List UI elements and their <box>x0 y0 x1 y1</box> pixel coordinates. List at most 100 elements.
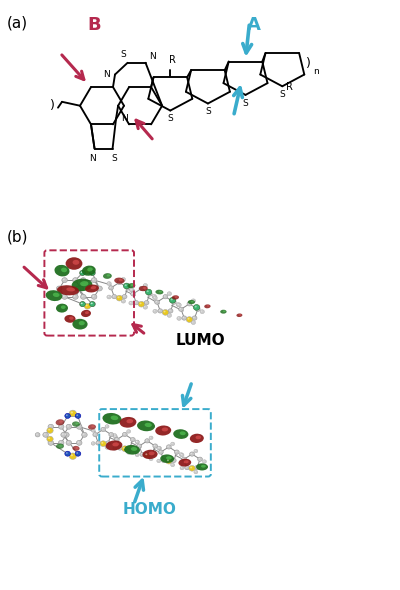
Circle shape <box>118 281 120 283</box>
Circle shape <box>125 284 127 286</box>
Circle shape <box>90 303 92 304</box>
Ellipse shape <box>156 290 164 294</box>
Circle shape <box>146 440 147 441</box>
Circle shape <box>76 287 78 289</box>
Circle shape <box>191 320 196 324</box>
Circle shape <box>106 441 110 445</box>
Circle shape <box>91 429 95 432</box>
Circle shape <box>154 445 155 446</box>
Circle shape <box>108 283 109 284</box>
Ellipse shape <box>239 314 241 316</box>
Circle shape <box>116 295 123 301</box>
Circle shape <box>114 447 115 448</box>
Circle shape <box>195 450 196 451</box>
Circle shape <box>69 410 76 417</box>
Ellipse shape <box>64 315 76 323</box>
Circle shape <box>202 460 206 463</box>
Circle shape <box>75 451 81 456</box>
Circle shape <box>144 300 149 305</box>
Circle shape <box>135 453 139 457</box>
Circle shape <box>122 278 124 280</box>
Circle shape <box>44 433 46 435</box>
Circle shape <box>162 458 166 463</box>
Circle shape <box>168 314 170 316</box>
Ellipse shape <box>57 285 79 296</box>
Circle shape <box>144 306 146 307</box>
Circle shape <box>177 303 181 307</box>
Circle shape <box>56 286 62 291</box>
Text: R: R <box>169 55 176 65</box>
Ellipse shape <box>120 417 136 428</box>
Ellipse shape <box>196 463 208 470</box>
Ellipse shape <box>72 260 79 265</box>
Circle shape <box>100 441 106 447</box>
Circle shape <box>149 457 153 461</box>
Circle shape <box>92 296 94 297</box>
Circle shape <box>181 454 182 455</box>
Circle shape <box>78 286 84 291</box>
Circle shape <box>114 437 119 442</box>
Circle shape <box>127 430 131 433</box>
Circle shape <box>128 430 129 431</box>
Circle shape <box>124 283 130 289</box>
Circle shape <box>172 443 173 444</box>
Circle shape <box>86 269 88 271</box>
Ellipse shape <box>72 319 88 330</box>
Circle shape <box>190 452 194 456</box>
Circle shape <box>170 297 176 303</box>
Circle shape <box>162 310 169 315</box>
Ellipse shape <box>82 266 96 276</box>
Circle shape <box>186 317 193 322</box>
Circle shape <box>188 303 190 304</box>
Circle shape <box>80 270 86 276</box>
Circle shape <box>188 318 190 320</box>
Circle shape <box>131 438 133 440</box>
Ellipse shape <box>91 286 96 289</box>
Circle shape <box>129 288 133 291</box>
Ellipse shape <box>69 317 74 320</box>
Circle shape <box>171 458 176 463</box>
Circle shape <box>183 317 184 318</box>
Circle shape <box>113 296 114 297</box>
Ellipse shape <box>79 321 85 325</box>
Text: R: R <box>286 83 293 93</box>
Circle shape <box>91 303 93 304</box>
Text: N: N <box>121 114 128 123</box>
Ellipse shape <box>128 283 135 288</box>
Circle shape <box>66 452 68 454</box>
Text: LUMO: LUMO <box>175 333 225 348</box>
Circle shape <box>65 414 70 418</box>
Circle shape <box>86 304 88 306</box>
Circle shape <box>146 289 152 295</box>
Text: N: N <box>103 70 109 79</box>
Circle shape <box>177 316 181 320</box>
Circle shape <box>153 295 154 296</box>
Ellipse shape <box>61 306 66 309</box>
Ellipse shape <box>204 304 211 309</box>
Circle shape <box>168 309 173 313</box>
Circle shape <box>66 440 72 445</box>
Ellipse shape <box>130 284 134 286</box>
Circle shape <box>48 424 54 430</box>
Circle shape <box>90 271 92 273</box>
Text: S: S <box>205 107 211 116</box>
Circle shape <box>157 446 161 450</box>
Circle shape <box>153 444 158 448</box>
Circle shape <box>118 447 120 448</box>
Circle shape <box>187 301 192 306</box>
Circle shape <box>122 300 124 301</box>
Text: S: S <box>112 154 118 163</box>
Circle shape <box>137 444 142 448</box>
Circle shape <box>58 287 59 289</box>
Text: S: S <box>243 99 248 108</box>
Circle shape <box>91 442 95 445</box>
Circle shape <box>91 271 93 273</box>
Circle shape <box>178 304 179 305</box>
Circle shape <box>171 300 176 304</box>
Circle shape <box>73 294 78 299</box>
Circle shape <box>136 441 137 442</box>
Circle shape <box>203 460 204 461</box>
Circle shape <box>145 301 147 303</box>
Circle shape <box>91 278 97 283</box>
Circle shape <box>128 451 129 453</box>
